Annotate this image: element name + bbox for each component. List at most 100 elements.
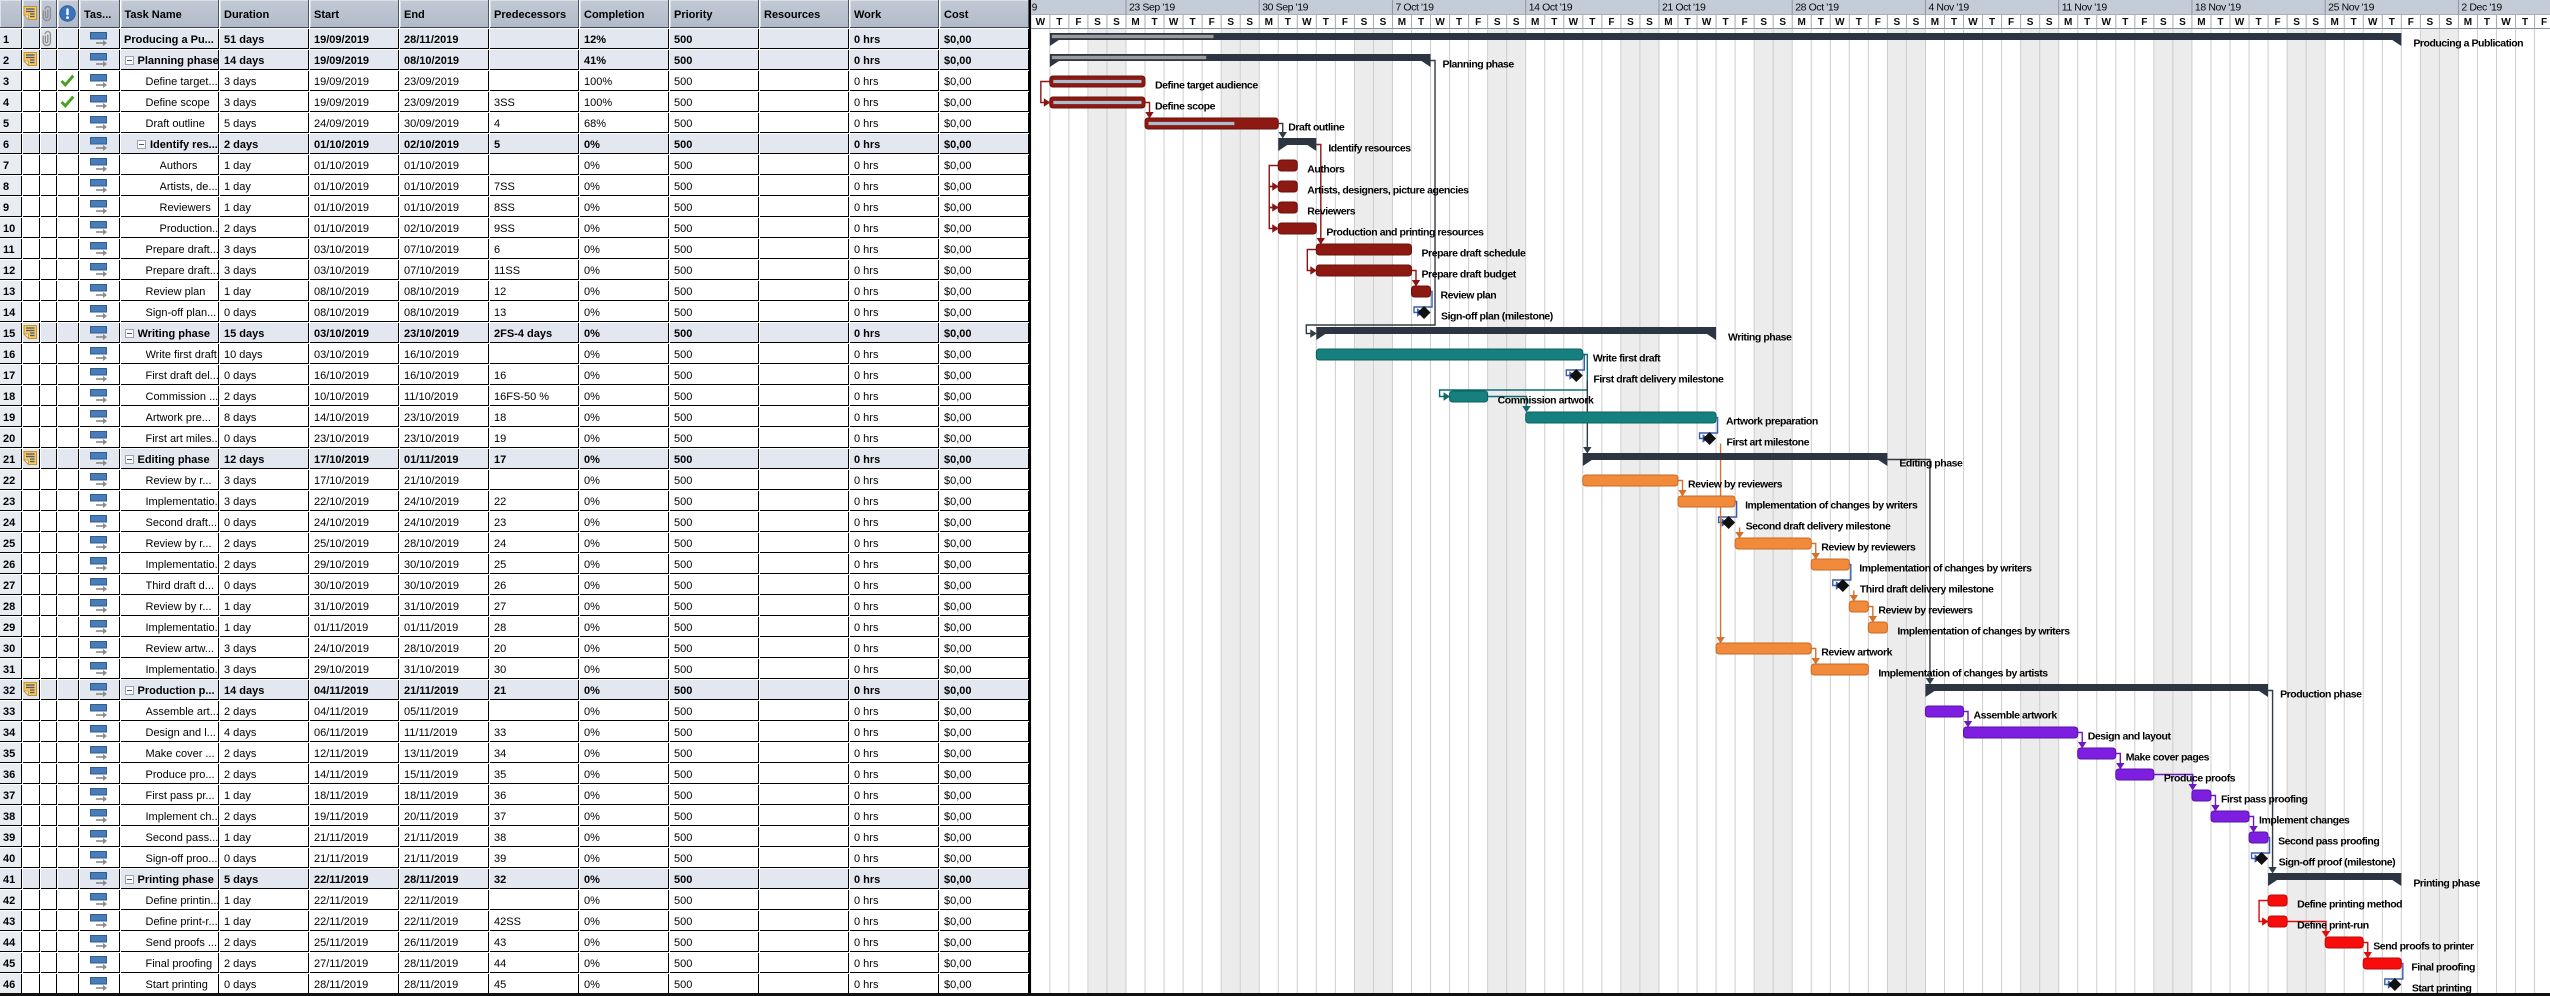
svg-text:2 Dec '19: 2 Dec '19 [2461, 2, 2502, 14]
svg-text:Production phase: Production phase [2280, 689, 2362, 701]
svg-text:S: S [1646, 17, 1653, 28]
svg-text:Second draft delivery mileston: Second draft delivery milestone [1746, 521, 1891, 533]
svg-text:Assemble artwork: Assemble artwork [1974, 710, 2058, 722]
svg-text:T: T [1056, 17, 1062, 28]
svg-text:Final proofing: Final proofing [2411, 962, 2475, 974]
svg-text:Reviewers: Reviewers [1307, 206, 1356, 218]
svg-text:T: T [1589, 17, 1595, 28]
svg-text:T: T [2217, 17, 2223, 28]
svg-text:T: T [1684, 17, 1690, 28]
svg-text:Planning phase: Planning phase [1443, 59, 1515, 71]
svg-text:Sign-off proof (milestone): Sign-off proof (milestone) [2279, 857, 2396, 869]
svg-text:Implementation of changes by w: Implementation of changes by writers [1859, 563, 2032, 575]
svg-text:M: M [2464, 17, 2472, 28]
svg-text:Identify resources: Identify resources [1328, 143, 1411, 155]
svg-text:Artwork preparation: Artwork preparation [1726, 416, 1818, 428]
svg-text:S: S [2027, 17, 2034, 28]
svg-text:28 Oct '19: 28 Oct '19 [1795, 2, 1839, 14]
svg-text:18 Nov '19: 18 Nov '19 [2195, 2, 2241, 14]
svg-text:F: F [1742, 17, 1748, 28]
svg-text:F: F [1875, 17, 1881, 28]
svg-text:Make cover pages: Make cover pages [2126, 752, 2210, 764]
svg-text:11 Nov '19: 11 Nov '19 [2062, 2, 2108, 14]
svg-text:14 Oct '19: 14 Oct '19 [1529, 2, 1573, 14]
svg-text:Commission artwork: Commission artwork [1498, 395, 1594, 407]
svg-text:F: F [1608, 17, 1614, 28]
svg-text:W: W [1169, 17, 1179, 28]
svg-text:F: F [2541, 17, 2547, 28]
svg-text:S: S [1227, 17, 1234, 28]
svg-text:T: T [2389, 17, 2395, 28]
svg-text:S: S [1113, 17, 1120, 28]
svg-text:Implementation of changes by w: Implementation of changes by writers [1897, 626, 2070, 638]
svg-text:T: T [1418, 17, 1424, 28]
svg-text:F: F [2408, 17, 2414, 28]
svg-text:W: W [2235, 17, 2245, 28]
svg-text:T: T [1723, 17, 1729, 28]
svg-text:F: F [2141, 17, 2147, 28]
svg-text:Authors: Authors [1307, 164, 1345, 176]
svg-text:T: T [1285, 17, 1291, 28]
svg-text:F: F [1075, 17, 1081, 28]
svg-text:M: M [1798, 17, 1806, 28]
svg-text:S: S [2293, 17, 2300, 28]
svg-text:T: T [2084, 17, 2090, 28]
svg-text:Prepare draft budget: Prepare draft budget [1422, 269, 1517, 281]
svg-text:First art milestone: First art milestone [1727, 437, 1810, 449]
svg-text:T: T [1818, 17, 1824, 28]
svg-text:T: T [1989, 17, 1995, 28]
svg-text:S: S [2160, 17, 2167, 28]
svg-text:W: W [1036, 17, 1046, 28]
svg-text:M: M [2197, 17, 2205, 28]
svg-text:Define printing method: Define printing method [2297, 899, 2402, 911]
svg-text:Implement changes: Implement changes [2259, 815, 2350, 827]
svg-text:S: S [1894, 17, 1901, 28]
svg-text:T: T [1190, 17, 1196, 28]
svg-text:S: S [2427, 17, 2434, 28]
svg-text:Production and printing resour: Production and printing resources [1326, 227, 1484, 239]
svg-text:F: F [1475, 17, 1481, 28]
svg-text:M: M [2064, 17, 2072, 28]
svg-text:S: S [1913, 17, 1920, 28]
svg-text:Design and layout: Design and layout [2088, 731, 2172, 743]
svg-text:Draft outline: Draft outline [1288, 122, 1345, 134]
svg-text:F: F [2275, 17, 2281, 28]
svg-text:S: S [1494, 17, 1501, 28]
svg-text:T: T [1323, 17, 1329, 28]
svg-text:S: S [2312, 17, 2319, 28]
svg-text:T: T [2484, 17, 2490, 28]
svg-text:W: W [1702, 17, 1712, 28]
svg-text:M: M [1664, 17, 1672, 28]
svg-text:Define print-run: Define print-run [2297, 920, 2369, 932]
svg-text:Implementation of changes by w: Implementation of changes by writers [1745, 500, 1918, 512]
svg-text:T: T [1551, 17, 1557, 28]
svg-text:S: S [1627, 17, 1634, 28]
svg-text:Third draft delivery milestone: Third draft delivery milestone [1860, 584, 1994, 596]
svg-text:First pass proofing: First pass proofing [2221, 794, 2308, 806]
svg-text:Producing a Publication: Producing a Publication [2413, 38, 2523, 50]
svg-text:25 Nov '19: 25 Nov '19 [2328, 2, 2374, 14]
svg-text:Sign-off plan (milestone): Sign-off plan (milestone) [1441, 311, 1553, 323]
svg-text:M: M [1131, 17, 1139, 28]
svg-text:Editing phase: Editing phase [1899, 458, 1963, 470]
svg-text:S: S [1380, 17, 1387, 28]
svg-text:S: S [2446, 17, 2453, 28]
svg-text:F: F [1342, 17, 1348, 28]
svg-text:Artists, designers, picture ag: Artists, designers, picture agencies [1307, 185, 1469, 197]
svg-text:30 Sep '19: 30 Sep '19 [1262, 2, 1308, 14]
svg-text:23 Sep '19: 23 Sep '19 [1129, 2, 1175, 14]
svg-text:Define target audience: Define target audience [1155, 80, 1258, 92]
svg-text:9: 9 [1032, 3, 1038, 14]
svg-text:S: S [1361, 17, 1368, 28]
svg-text:First draft delivery milestone: First draft delivery milestone [1593, 374, 1724, 386]
svg-text:S: S [1779, 17, 1786, 28]
svg-text:W: W [1968, 17, 1978, 28]
svg-text:T: T [2256, 17, 2262, 28]
svg-text:T: T [1456, 17, 1462, 28]
svg-text:21 Oct '19: 21 Oct '19 [1662, 2, 1706, 14]
svg-text:7 Oct '19: 7 Oct '19 [1395, 2, 1434, 14]
svg-text:T: T [1951, 17, 1957, 28]
svg-text:S: S [1760, 17, 1767, 28]
svg-text:Review plan: Review plan [1441, 290, 1497, 302]
svg-text:Define scope: Define scope [1155, 101, 1216, 113]
